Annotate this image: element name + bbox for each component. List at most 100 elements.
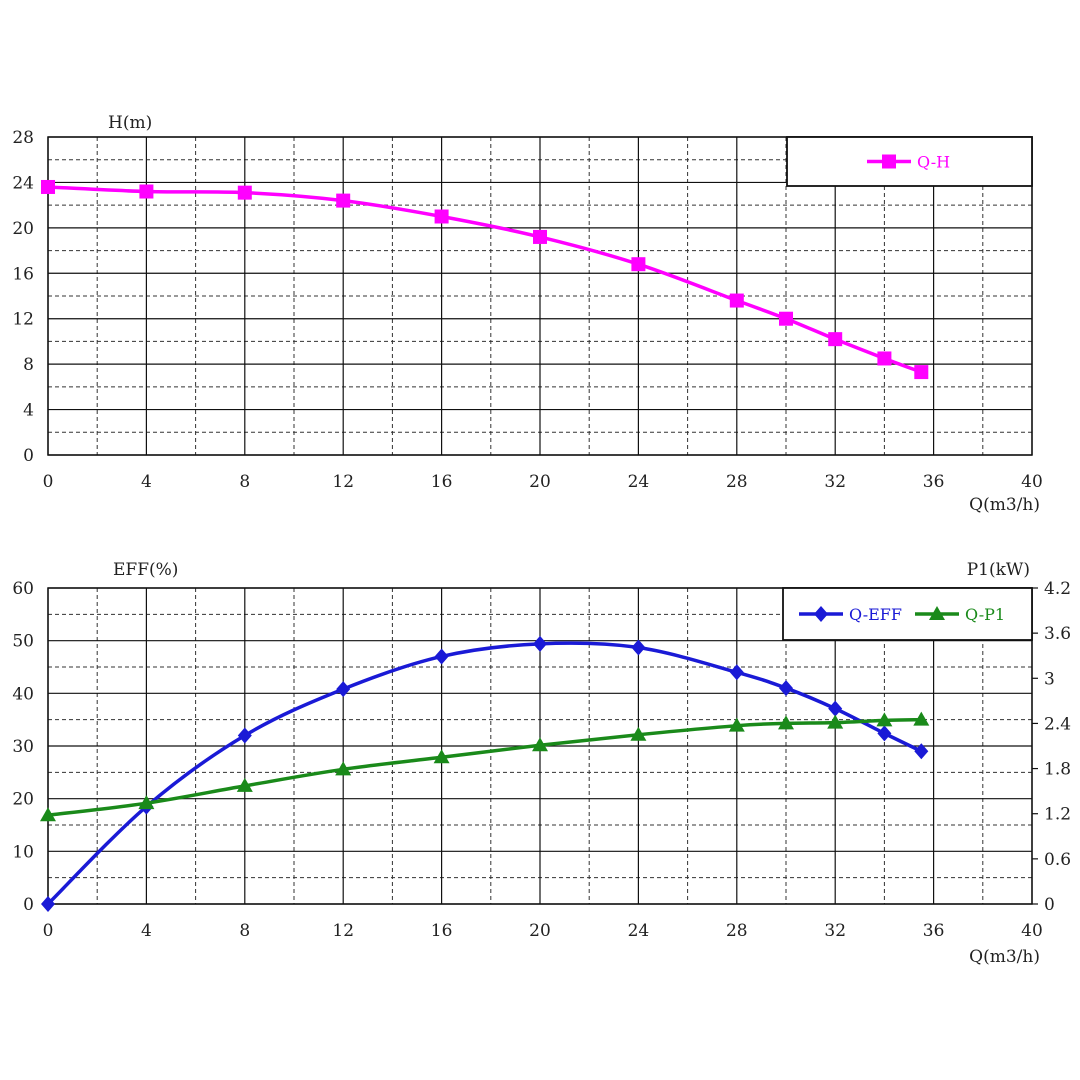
y-tick-label: 30 [12,737,34,757]
data-point [138,795,155,810]
legend: Q-H [786,136,1033,187]
data-point [139,184,154,199]
data-point [828,332,843,347]
data-point [914,365,929,380]
data-point [877,351,892,366]
data-point [631,257,646,272]
data-point [336,681,351,698]
x-tick-label: 28 [726,472,748,492]
legend-label: Q-H [917,153,950,172]
y2-tick-label: 4.2 [1044,579,1071,599]
series-line [47,185,922,374]
data-point [876,712,893,727]
y2-tick-label: 0.6 [1044,850,1071,870]
data-point [778,715,794,730]
x-tick-label: 20 [529,921,551,941]
x-tick-label: 36 [923,472,945,492]
data-point [40,807,56,822]
data-point [630,726,647,741]
y-tick-label: 20 [12,219,34,239]
data-point [779,680,793,697]
x-tick-label: 28 [726,921,748,941]
data-point [434,209,449,224]
data-point [827,714,844,729]
y-tick-label: 8 [23,355,34,375]
data-point [335,761,352,776]
data-point [41,179,55,194]
x-tick-label: 40 [1021,472,1043,492]
x-tick-label: 12 [332,472,354,492]
series-q-p1 [40,711,930,822]
y-tick-label: 16 [12,264,34,284]
legend-label: Q-P1 [965,605,1005,624]
data-point [533,229,547,244]
x-tick-label: 24 [628,921,650,941]
y-tick-label: 28 [12,128,34,148]
x-tick-label: 8 [239,921,250,941]
series-line [46,641,923,906]
y2-tick-label: 0 [1044,895,1055,915]
y-tick-label: 50 [12,632,34,652]
data-point [877,725,892,742]
legend-swatch-marker [929,606,945,620]
y2-tick-label: 3.6 [1044,624,1071,644]
y2-axis-title: P1(kW) [967,560,1030,580]
y-tick-label: 4 [23,401,34,421]
legend: Q-EFF Q-P1 [782,587,1033,641]
x-tick-label: 32 [824,472,846,492]
data-point [728,717,745,732]
y-tick-label: 20 [12,790,34,810]
plot-frame [47,136,1033,456]
y-axis-title: EFF(%) [113,560,178,580]
y2-tick-label: 2.4 [1044,714,1071,734]
x-tick-label: 20 [529,472,551,492]
y-tick-label: 0 [23,895,34,915]
x-axis-title: Q(m3/h) [969,947,1040,967]
x-tick-label: 12 [332,921,354,941]
data-point [914,743,929,760]
y2-tick-label: 1.2 [1044,805,1071,825]
x-tick-label: 0 [43,921,54,941]
data-point [336,193,351,208]
y-tick-label: 12 [12,310,34,330]
data-point [631,639,646,656]
data-point [434,648,449,665]
x-axis-title: Q(m3/h) [969,495,1040,515]
data-point [779,311,793,326]
data-point [913,711,930,726]
y-tick-label: 24 [12,173,34,193]
legend-label: Q-EFF [849,605,902,624]
x-tick-label: 36 [923,921,945,941]
x-tick-label: 4 [141,921,152,941]
y-tick-label: 40 [12,684,34,704]
y-tick-label: 60 [12,579,34,599]
x-tick-label: 32 [824,921,846,941]
x-tick-label: 4 [141,472,152,492]
series-q-eff [41,635,929,912]
data-point [236,777,253,792]
data-point [828,700,843,717]
x-tick-label: 24 [628,472,650,492]
series-line [47,717,922,817]
x-tick-label: 40 [1021,921,1043,941]
data-point [237,727,252,744]
legend-swatch-marker [882,154,896,169]
data-point [533,635,547,652]
data-point [41,896,55,912]
y-tick-label: 10 [12,842,34,862]
legend-swatch-marker [814,606,828,622]
data-point [433,749,450,764]
x-tick-label: 0 [43,472,54,492]
efficiency-power-chart: 0 4 8 12 16 20 24 28 32 36 40010203040506000.61.21… [12,560,1071,967]
head-flow-chart: 0 4 8 12 16 20 24 28 32 36 40 0 4 8 12 16 20 24 28 H(m) Q(m3… [12,113,1042,515]
y2-tick-label: 1.8 [1044,760,1071,780]
x-tick-label: 16 [431,472,453,492]
data-point [237,185,252,200]
y-axis-title: H(m) [108,113,152,133]
x-tick-label: 8 [239,472,250,492]
series-q-h [41,179,929,380]
data-point [729,664,744,681]
y2-tick-label: 3 [1044,669,1055,689]
data-point [532,737,548,752]
